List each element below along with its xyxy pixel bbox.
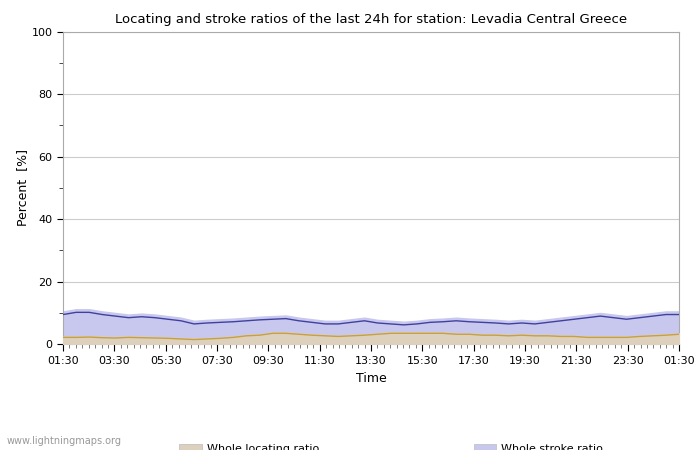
Title: Locating and stroke ratios of the last 24h for station: Levadia Central Greece: Locating and stroke ratios of the last 2… xyxy=(115,13,627,26)
X-axis label: Time: Time xyxy=(356,372,386,385)
Y-axis label: Percent  [%]: Percent [%] xyxy=(16,149,29,226)
Legend: Whole locating ratio, Locating ratio station Levadia Central Greece, Whole strok: Whole locating ratio, Locating ratio sta… xyxy=(179,444,700,450)
Text: www.lightningmaps.org: www.lightningmaps.org xyxy=(7,436,122,446)
